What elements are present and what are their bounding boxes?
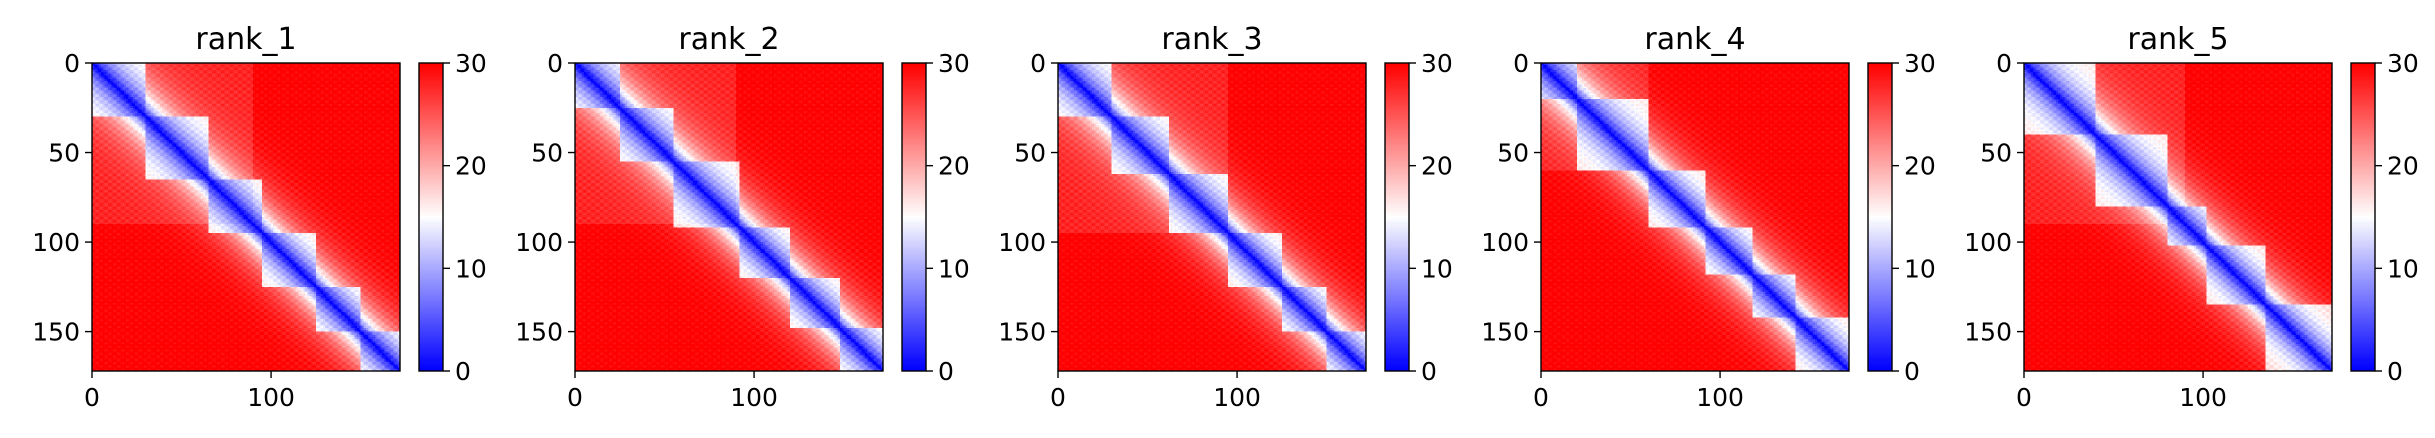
y-tick-label: 100	[32, 228, 80, 257]
plot-frame	[2023, 62, 2333, 372]
colorbar-tick-label: 10	[1421, 254, 1453, 283]
heatmap-panel-3: rank_3 0 50 100 150 0 100 0 10 20 30	[998, 22, 1453, 412]
y-tick-label: 150	[1481, 318, 1529, 347]
colorbar-tick-label: 10	[1904, 254, 1936, 283]
plot-frame	[574, 62, 884, 372]
colorbar-tick-label: 20	[1904, 152, 1936, 181]
plot-frame	[1057, 62, 1367, 372]
y-tick-label: 0	[64, 49, 80, 78]
colorbar-frame	[418, 62, 444, 372]
heatmap-panel-2: rank_2 0 50 100 150 0 100 0 10 20 30	[515, 22, 970, 412]
panel-title: rank_4	[1644, 22, 1745, 57]
x-tick-label: 100	[2179, 383, 2227, 412]
y-tick-label: 100	[1964, 228, 2012, 257]
colorbar-tick-label: 20	[938, 152, 970, 181]
colorbar-tick-label: 30	[938, 49, 970, 78]
heatmap-panel-1: rank_1 0 50 100 150 0 100 0 10 20 30	[32, 22, 487, 412]
panel-title: rank_2	[678, 22, 779, 57]
heatmap-image	[575, 63, 883, 371]
colorbar-frame	[901, 62, 927, 372]
x-tick-label: 0	[1533, 383, 1549, 412]
heatmap-image	[92, 63, 400, 371]
panel-title: rank_3	[1161, 22, 1262, 57]
colorbar-gradient	[419, 63, 443, 371]
y-tick-label: 150	[1964, 318, 2012, 347]
colorbar-tick-label: 0	[1904, 357, 1920, 386]
colorbar-tick-label: 30	[1421, 49, 1453, 78]
y-tick-label: 100	[515, 228, 563, 257]
colorbar-frame	[1384, 62, 1410, 372]
x-tick-label: 100	[1213, 383, 1261, 412]
colorbar-tick-label: 0	[938, 357, 954, 386]
heatmap-image	[2024, 63, 2332, 371]
heatmap-image	[1541, 63, 1849, 371]
colorbar-tick-label: 10	[455, 254, 487, 283]
plot-frame	[1540, 62, 1850, 372]
y-tick-label: 150	[998, 318, 1046, 347]
heatmap-panel-5: rank_5 0 50 100 150 0 100 0 10 20 30	[1964, 22, 2419, 412]
y-tick-label: 100	[1481, 228, 1529, 257]
x-tick-label: 0	[1050, 383, 1066, 412]
colorbar-frame	[2350, 62, 2376, 372]
y-tick-label: 50	[48, 139, 80, 168]
colorbar-tick-label: 30	[455, 49, 487, 78]
colorbar-tick-label: 0	[1421, 357, 1437, 386]
colorbar-tick-label: 20	[2387, 152, 2419, 181]
panel-title: rank_1	[195, 22, 296, 57]
colorbar-tick-label: 0	[2387, 357, 2403, 386]
y-tick-label: 100	[998, 228, 1046, 257]
x-tick-label: 100	[730, 383, 778, 412]
colorbar-tick-label: 20	[455, 152, 487, 181]
colorbar-gradient	[1868, 63, 1892, 371]
colorbar-tick-label: 10	[2387, 254, 2419, 283]
colorbar-tick-label: 20	[1421, 152, 1453, 181]
colorbar-tick-label: 30	[1904, 49, 1936, 78]
y-tick-label: 150	[32, 318, 80, 347]
colorbar-frame	[1867, 62, 1893, 372]
y-tick-label: 50	[1014, 139, 1046, 168]
y-tick-label: 50	[1497, 139, 1529, 168]
x-tick-label: 0	[84, 383, 100, 412]
y-tick-label: 0	[1513, 49, 1529, 78]
colorbar-tick-label: 0	[455, 357, 471, 386]
heatmap-panel-4: rank_4 0 50 100 150 0 100 0 10 20 30	[1481, 22, 1936, 412]
y-tick-label: 0	[1030, 49, 1046, 78]
y-tick-label: 0	[547, 49, 563, 78]
x-tick-label: 100	[1696, 383, 1744, 412]
colorbar-gradient	[902, 63, 926, 371]
colorbar-tick-label: 10	[938, 254, 970, 283]
x-tick-label: 0	[567, 383, 583, 412]
heatmap-image	[1058, 63, 1366, 371]
y-tick-label: 50	[531, 139, 563, 168]
colorbar-tick-label: 30	[2387, 49, 2419, 78]
colorbar-gradient	[2351, 63, 2375, 371]
y-tick-label: 0	[1996, 49, 2012, 78]
x-tick-label: 0	[2016, 383, 2032, 412]
plot-frame	[91, 62, 401, 372]
colorbar-gradient	[1385, 63, 1409, 371]
x-tick-label: 100	[247, 383, 295, 412]
y-tick-label: 50	[1980, 139, 2012, 168]
panel-title: rank_5	[2127, 22, 2228, 57]
y-tick-label: 150	[515, 318, 563, 347]
